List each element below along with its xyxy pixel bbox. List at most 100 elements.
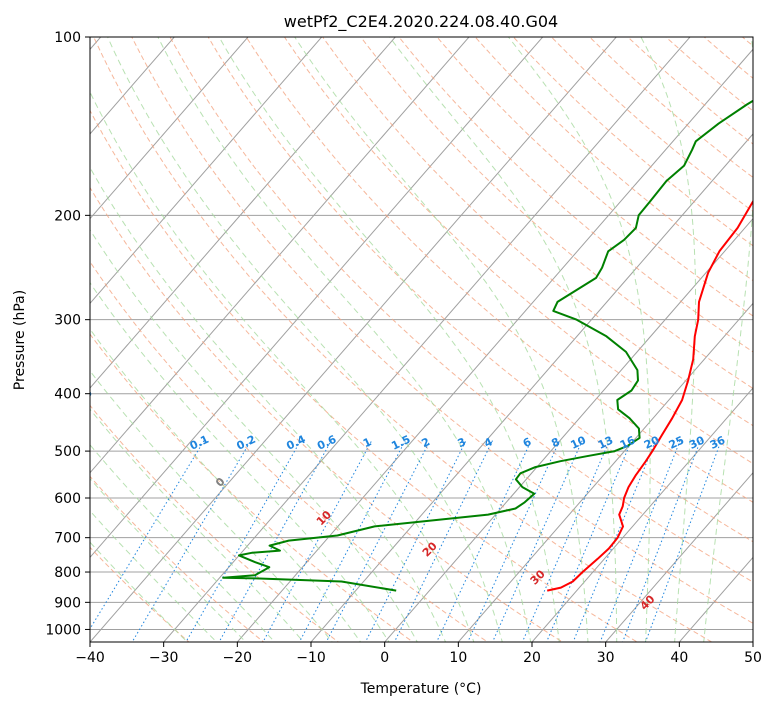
moist-adiabat — [703, 37, 753, 642]
moist-adiabat — [294, 37, 589, 642]
dry-adiabat — [90, 186, 564, 642]
mixing-ratio-label: 1.5 — [389, 433, 412, 453]
y-axis-label: Pressure (hPa) — [12, 290, 28, 390]
mixing-ratio-label: 6 — [521, 435, 534, 450]
isotherm-line — [90, 37, 396, 389]
moist-adiabat — [90, 510, 218, 642]
moist-adiabat — [640, 37, 697, 642]
isotherm-line — [752, 641, 753, 642]
mixing-ratio-line — [572, 440, 657, 642]
dry-adiabat — [512, 37, 753, 247]
y-tick-label: 200 — [54, 208, 81, 224]
y-tick-label: 600 — [54, 491, 81, 507]
x-tick-label: 10 — [449, 650, 467, 666]
mixing-ratio-line — [546, 440, 632, 642]
dry-adiabat — [589, 37, 753, 179]
dry-adiabat-label: -10 — [72, 386, 95, 409]
mixing-ratio-line — [218, 440, 332, 642]
y-tick-label: 400 — [54, 387, 81, 403]
mixing-ratio-line — [90, 440, 205, 630]
mixing-ratio-line — [325, 440, 431, 642]
x-axis-label: Temperature (°C) — [360, 681, 482, 697]
dry-adiabat — [90, 546, 190, 642]
moist-adiabat — [90, 281, 390, 642]
dry-adiabat — [398, 37, 753, 353]
mixing-ratio-label: 0.1 — [188, 433, 211, 453]
x-tick-label: 0 — [380, 650, 389, 666]
mixing-ratio-label: 10 — [569, 433, 589, 451]
isotherm-line — [236, 48, 753, 642]
mixing-ratio-label: 4 — [482, 435, 495, 450]
x-tick-label: −20 — [223, 650, 253, 666]
moist-adiabat — [90, 541, 189, 642]
moist-adiabat — [107, 37, 503, 642]
dry-adiabat — [90, 333, 414, 642]
isotherm-line — [90, 37, 323, 305]
y-tick-label: 900 — [54, 595, 81, 611]
dry-adiabat — [93, 37, 713, 642]
isotherm-line — [90, 37, 544, 559]
dry-adiabat — [765, 24, 775, 654]
dry-adiabat — [169, 37, 753, 583]
mixing-ratio-line — [467, 440, 561, 642]
x-tick-label: −30 — [149, 650, 179, 666]
mixing-ratio-label: 1 — [361, 435, 373, 450]
y-tick-label: 500 — [54, 444, 81, 460]
mixing-ratio-line — [436, 440, 532, 642]
dry-adiabat — [322, 37, 753, 427]
moist-adiabat — [90, 370, 333, 642]
dewpoint-profile-line — [222, 99, 753, 592]
mixing-ratio-label: 13 — [596, 434, 615, 452]
mixing-ratio-label: 2 — [419, 435, 431, 450]
x-tick-label: 30 — [597, 650, 615, 666]
mixing-ratio-line — [521, 440, 610, 642]
dry-adiabat — [90, 475, 265, 642]
moist-adiabat — [90, 477, 247, 642]
mixing-ratio-label: 0.4 — [284, 433, 307, 453]
dry-adiabat — [436, 37, 753, 317]
moist-adiabat — [90, 408, 305, 642]
mixing-ratio-line — [298, 440, 406, 642]
isotherm-line — [384, 217, 753, 642]
plot-area: 0.10.20.40.611.52346810131620253036-100-… — [72, 24, 775, 654]
isotherm-line — [605, 471, 753, 642]
isotherm-line — [90, 37, 175, 135]
dry-adiabat-label: 20 — [420, 539, 440, 559]
y-tick-label: 700 — [54, 531, 81, 547]
mixing-ratio-label: 36 — [708, 433, 728, 451]
mixing-ratio-label: 16 — [618, 433, 638, 451]
mixing-ratio-label: 30 — [687, 433, 707, 451]
isotherm-line — [531, 387, 753, 642]
plot-frame — [89, 36, 754, 643]
mixing-ratio-label: 0.2 — [235, 433, 258, 453]
isotherm-line — [90, 37, 249, 220]
moist-adiabat — [90, 228, 418, 642]
mixing-ratio-label: 25 — [667, 434, 686, 452]
dry-adiabat — [627, 37, 753, 145]
y-tick-label: 1000 — [45, 622, 81, 638]
mixing-ratio-label: 3 — [456, 435, 468, 450]
dry-adiabat — [90, 260, 489, 642]
dry-adiabat-label: 30 — [528, 567, 548, 587]
x-tick-label: 20 — [523, 650, 541, 666]
isotherm-line — [90, 37, 617, 642]
x-tick-label: −40 — [75, 650, 105, 666]
temperature-profile-line — [546, 199, 753, 592]
isotherm-line — [90, 37, 470, 474]
dry-adiabat — [90, 109, 639, 642]
dry-adiabat — [550, 37, 753, 213]
mixing-ratio-label: 0.6 — [315, 433, 338, 453]
x-tick-label: 50 — [744, 650, 762, 666]
mixing-ratio-line — [262, 440, 373, 642]
mixing-ratio-label: 20 — [642, 433, 662, 451]
isotherm-line — [163, 37, 691, 642]
x-tick-label: 40 — [670, 650, 688, 666]
moist-adiabat — [90, 166, 447, 642]
axes: −40 −30 −20 −10 0 10 20 30 40 5010020030040050060… — [45, 30, 762, 666]
isotherm-line — [457, 302, 753, 642]
chart-title: wetPf2_C2E4.2020.224.08.40.G04 — [284, 12, 558, 32]
mixing-ratio-line — [393, 440, 493, 642]
moist-adiabat — [90, 90, 475, 642]
dry-adiabat-label: 40 — [638, 592, 658, 612]
mixing-ratio-line — [644, 440, 722, 642]
